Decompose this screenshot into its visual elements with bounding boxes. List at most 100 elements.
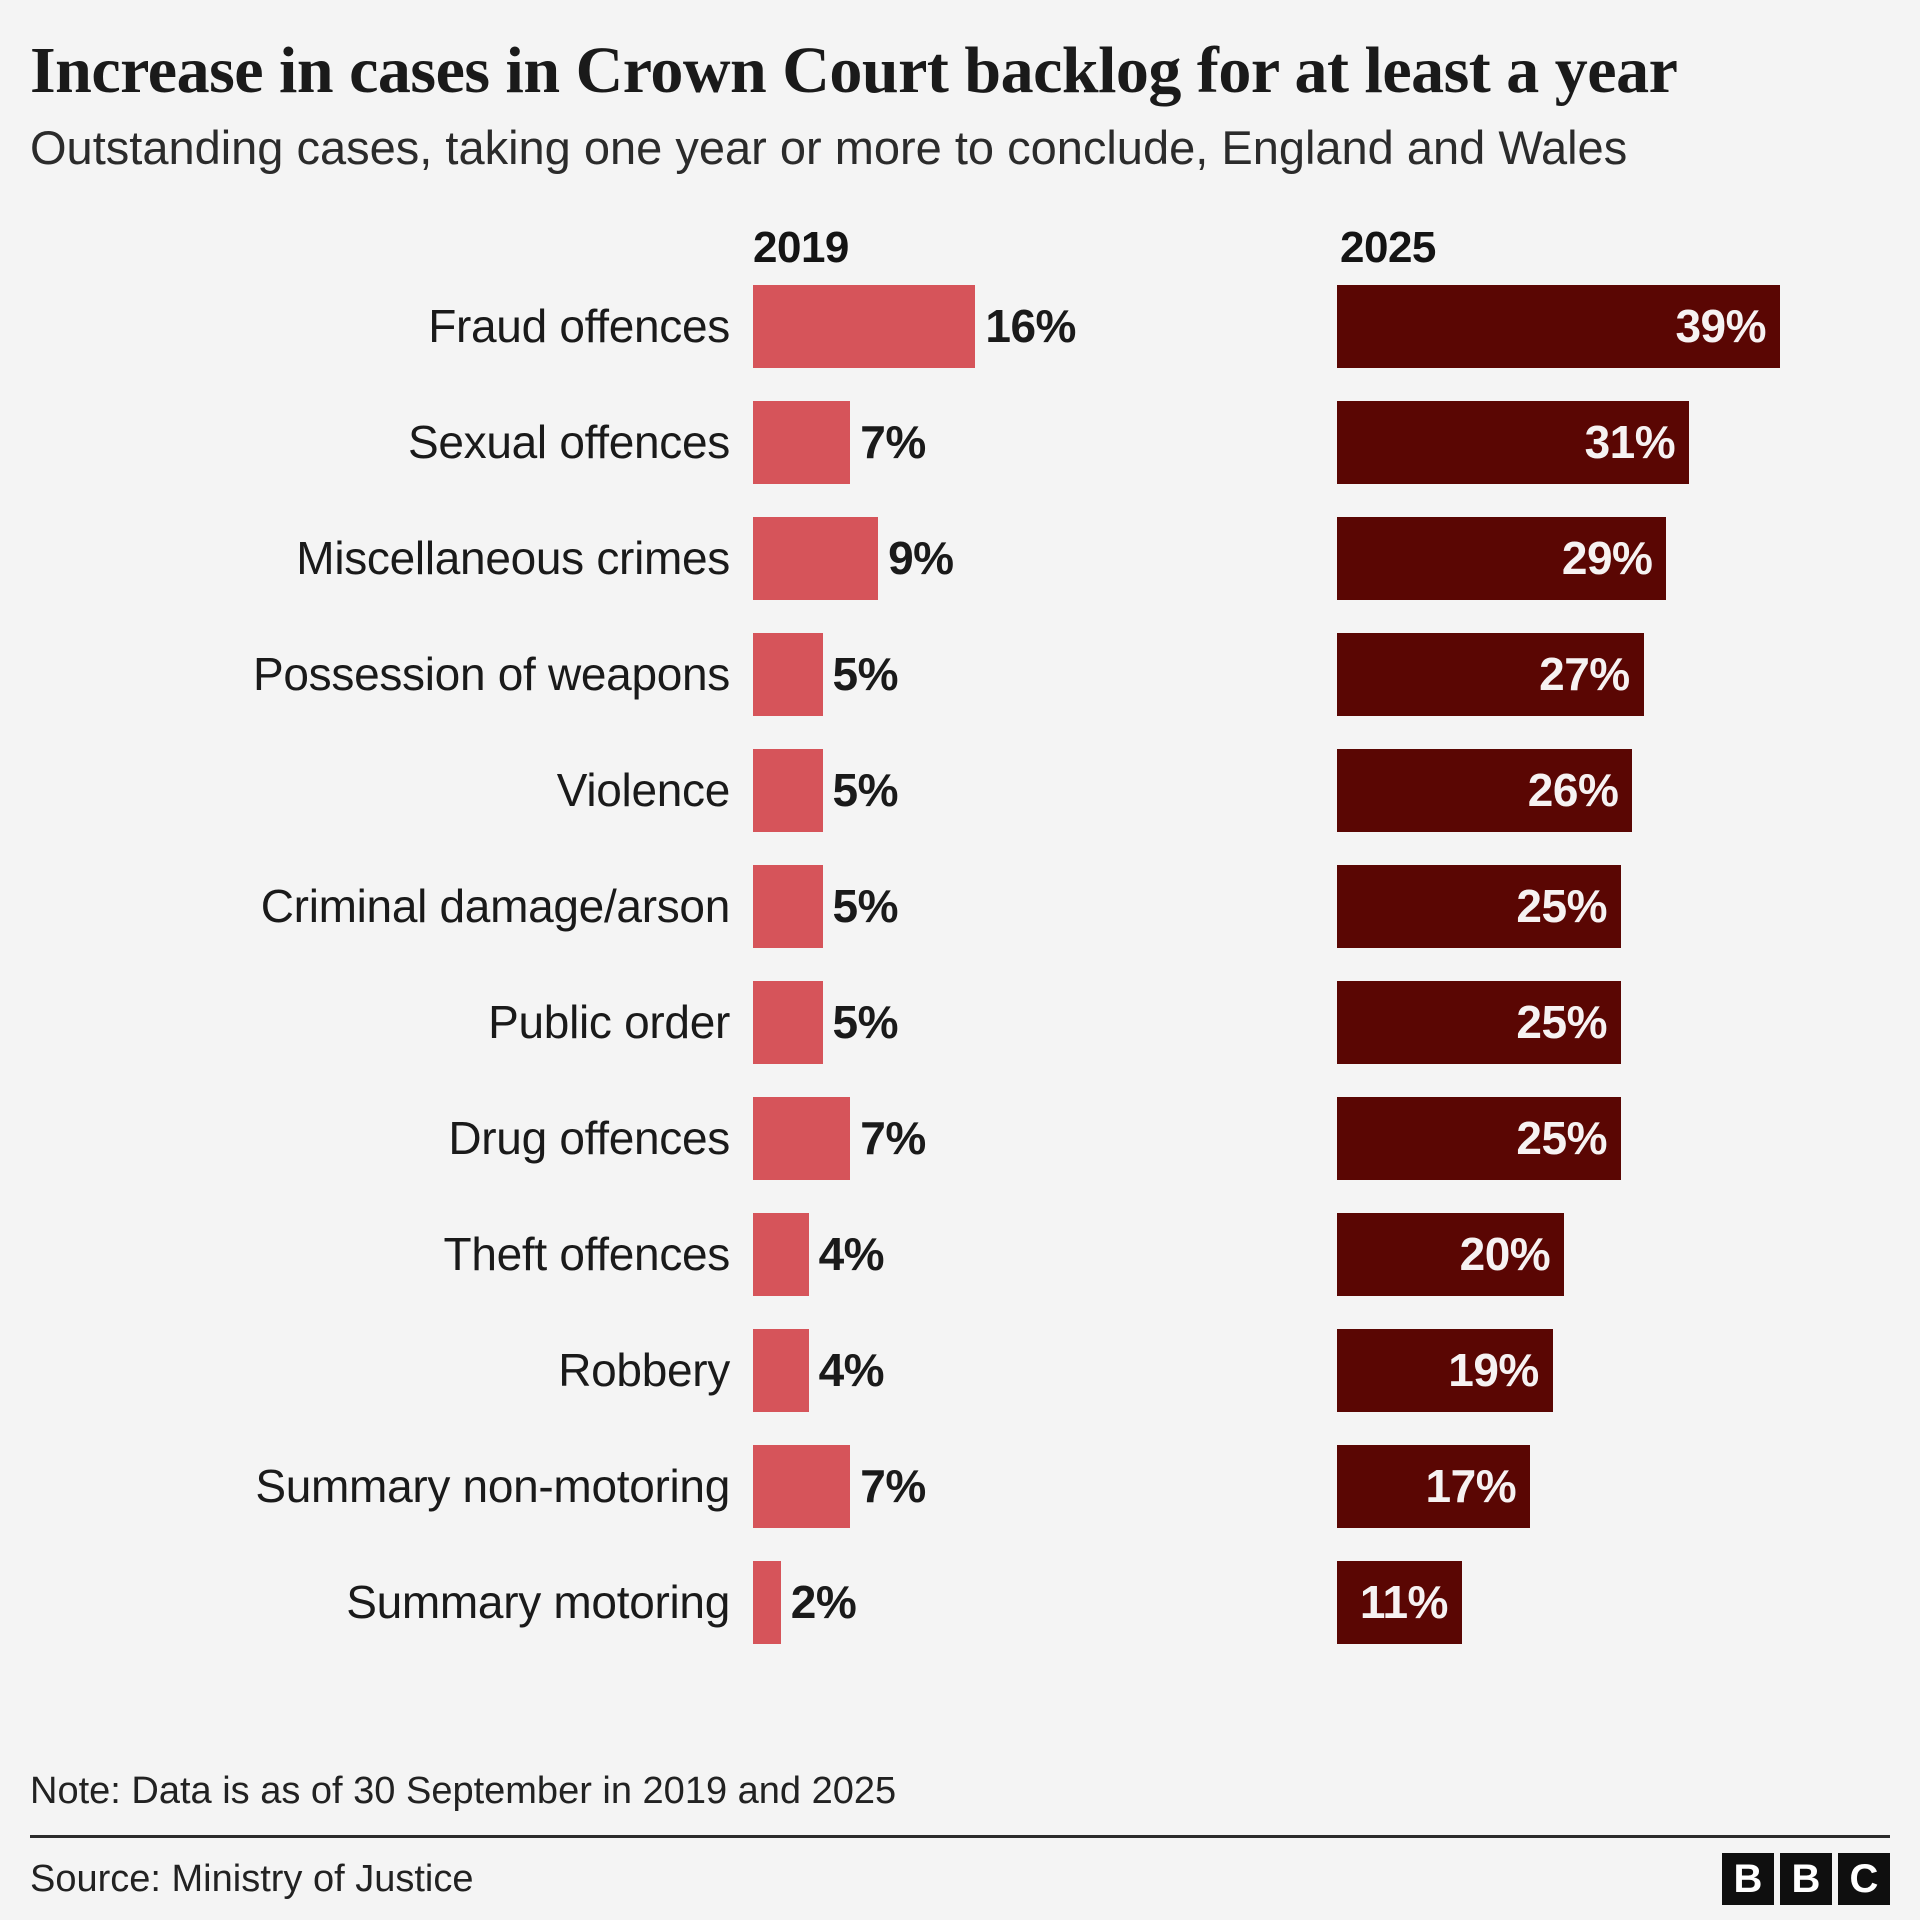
bar-value-2019: 7% xyxy=(860,1460,926,1513)
category-label: Violence xyxy=(556,764,731,817)
bar-group-2019: 7% xyxy=(753,1445,1030,1529)
chart-footer: Note: Data is as of 30 September in 2019… xyxy=(30,1770,1890,1920)
bar-2019 xyxy=(753,981,823,1065)
chart-rows: Fraud offences 16% 39% Sexual offences 7% 31%… xyxy=(30,285,1890,1677)
column-header-2025: 2025 xyxy=(1340,223,1436,273)
bar-value-2019: 5% xyxy=(832,996,899,1049)
chart-row: Criminal damage/arson 5% 25% xyxy=(30,865,1890,981)
chart-row: Violence 5% 26% xyxy=(30,749,1890,865)
bar-2025 xyxy=(1337,1213,1565,1297)
bar-2019 xyxy=(753,865,823,949)
bar-value-2019: 7% xyxy=(860,416,926,469)
bar-group-2025: 29% xyxy=(1337,517,1667,601)
chart-row: Public order 5% 25% xyxy=(30,981,1890,1097)
chart-row: Miscellaneous crimes 9% 29% xyxy=(30,517,1890,633)
bar-2019 xyxy=(753,1213,809,1297)
bar-value-2019: 4% xyxy=(818,1344,885,1397)
bar-group-2025: 25% xyxy=(1337,865,1621,949)
chart-row: Summary non-motoring 7% 17% xyxy=(30,1445,1890,1561)
bar-group-2019: 5% xyxy=(753,749,1003,833)
column-headers: 2019 2025 xyxy=(30,213,1890,273)
bar-group-2025: 39% xyxy=(1337,285,1781,369)
bar-value-2019: 5% xyxy=(832,648,899,701)
page-subtitle: Outstanding cases, taking one year or mo… xyxy=(30,120,1628,174)
chart-row: Summary motoring 2% 11% xyxy=(30,1561,1890,1677)
bar-group-2025: 11% xyxy=(1337,1561,1462,1645)
category-label: Sexual offences xyxy=(408,416,730,469)
bar-group-2019: 2% xyxy=(753,1561,961,1645)
bar-value-2019: 2% xyxy=(790,1576,857,1629)
bar-2025 xyxy=(1337,1329,1553,1413)
bar-2019 xyxy=(753,1097,851,1181)
bar-group-2019: 4% xyxy=(753,1329,989,1413)
category-label: Fraud offences xyxy=(428,300,730,353)
bar-group-2019: 5% xyxy=(753,865,1003,949)
bar-value-2019: 5% xyxy=(832,764,899,817)
bar-2025 xyxy=(1337,1445,1531,1529)
chart-row: Drug offences 7% 25% xyxy=(30,1097,1890,1213)
column-header-2019: 2019 xyxy=(753,223,849,273)
bar-value-2019: 4% xyxy=(818,1228,885,1281)
bar-group-2025: 31% xyxy=(1337,401,1690,485)
chart-row: Sexual offences 7% 31% xyxy=(30,401,1890,517)
category-label: Summary non-motoring xyxy=(255,1460,730,1513)
bar-group-2019: 16% xyxy=(753,285,1155,369)
bar-value-2025: 25% xyxy=(1516,880,1607,933)
bar-chart: 2019 2025 Fraud offences 16% 39% Sexual off… xyxy=(30,213,1890,1677)
bar-group-2019: 7% xyxy=(753,401,1030,485)
bar-value-2025: 20% xyxy=(1459,1228,1551,1281)
bar-2025 xyxy=(1337,865,1621,949)
category-label: Criminal damage/arson xyxy=(260,880,731,933)
bar-2025 xyxy=(1337,633,1644,717)
bar-group-2025: 20% xyxy=(1337,1213,1565,1297)
category-label: Miscellaneous crimes xyxy=(296,532,730,585)
bar-group-2025: 27% xyxy=(1337,633,1644,717)
bar-value-2019: 5% xyxy=(832,880,899,933)
bar-2019 xyxy=(753,517,879,601)
bar-group-2025: 26% xyxy=(1337,749,1633,833)
bbc-logo-letter-1: B xyxy=(1722,1853,1774,1905)
footnote: Note: Data is as of 30 September in 2019… xyxy=(30,1770,897,1812)
bar-2019 xyxy=(753,1561,781,1645)
category-label: Robbery xyxy=(558,1344,730,1397)
bar-group-2025: 25% xyxy=(1337,1097,1621,1181)
bar-group-2019: 5% xyxy=(753,981,1003,1065)
bar-2025 xyxy=(1337,285,1781,369)
chart-row: Robbery 4% 19% xyxy=(30,1329,1890,1445)
bar-value-2025: 25% xyxy=(1516,1112,1607,1165)
chart-row: Possession of weapons 5% 27% xyxy=(30,633,1890,749)
footer-divider xyxy=(30,1835,1890,1838)
bar-2019 xyxy=(753,633,823,717)
bbc-logo-letter-2: B xyxy=(1780,1853,1832,1905)
source-text: Source: Ministry of Justice xyxy=(30,1857,474,1900)
bbc-logo-letter-3: C xyxy=(1838,1853,1890,1905)
bar-value-2019: 7% xyxy=(860,1112,926,1165)
bar-2019 xyxy=(753,749,823,833)
chart-row: Theft offences 4% 20% xyxy=(30,1213,1890,1329)
chart-row: Fraud offences 16% 39% xyxy=(30,285,1890,401)
bar-group-2025: 19% xyxy=(1337,1329,1553,1413)
bar-value-2025: 27% xyxy=(1539,648,1630,701)
bar-value-2025: 31% xyxy=(1584,416,1676,469)
bar-value-2019: 16% xyxy=(985,300,1076,353)
bar-group-2025: 17% xyxy=(1337,1445,1531,1529)
bar-2025 xyxy=(1337,517,1667,601)
category-label: Theft offences xyxy=(443,1228,731,1281)
bar-2019 xyxy=(753,1329,809,1413)
bar-value-2025: 25% xyxy=(1516,996,1607,1049)
bar-value-2025: 26% xyxy=(1527,764,1619,817)
bar-group-2019: 5% xyxy=(753,633,1003,717)
bar-2025 xyxy=(1337,401,1690,485)
bar-value-2025: 11% xyxy=(1359,1576,1449,1629)
bar-2025 xyxy=(1337,1561,1462,1645)
bar-value-2025: 29% xyxy=(1561,532,1653,585)
category-label: Possession of weapons xyxy=(253,648,730,701)
bar-2025 xyxy=(1337,749,1633,833)
bar-2019 xyxy=(753,401,851,485)
bar-value-2019: 9% xyxy=(888,532,954,585)
bar-group-2019: 7% xyxy=(753,1097,1030,1181)
bar-group-2025: 25% xyxy=(1337,981,1621,1065)
